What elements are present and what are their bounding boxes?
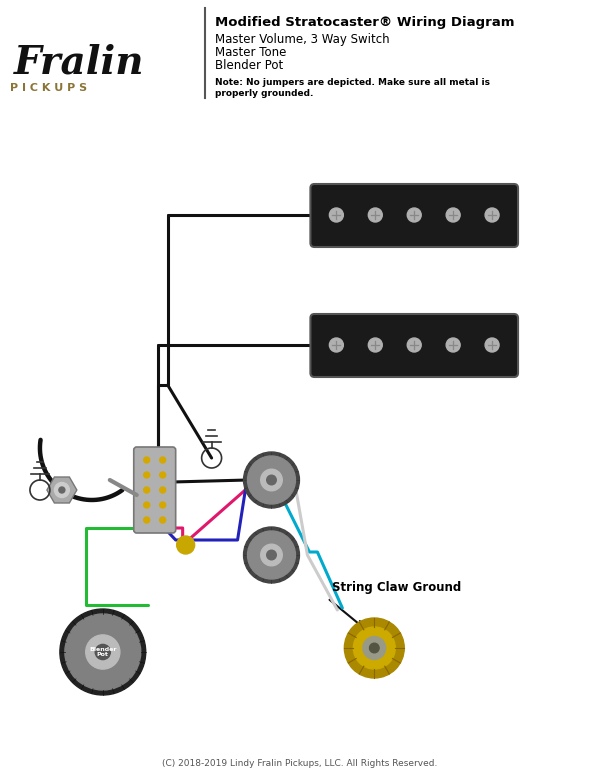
Text: String Claw Ground: String Claw Ground bbox=[332, 581, 461, 594]
Circle shape bbox=[144, 487, 150, 493]
Circle shape bbox=[65, 614, 141, 690]
Circle shape bbox=[248, 531, 295, 579]
Circle shape bbox=[368, 338, 382, 352]
Circle shape bbox=[353, 627, 395, 669]
Circle shape bbox=[60, 609, 146, 695]
Circle shape bbox=[266, 550, 276, 559]
Text: P I C K U P S: P I C K U P S bbox=[10, 83, 87, 93]
FancyBboxPatch shape bbox=[134, 447, 176, 533]
Circle shape bbox=[261, 544, 282, 566]
Circle shape bbox=[370, 643, 379, 653]
Circle shape bbox=[363, 636, 386, 660]
Circle shape bbox=[95, 644, 110, 660]
Circle shape bbox=[248, 456, 295, 504]
Text: properly grounded.: properly grounded. bbox=[215, 89, 313, 98]
Text: Blender Pot: Blender Pot bbox=[215, 59, 283, 72]
Circle shape bbox=[446, 208, 460, 222]
Circle shape bbox=[160, 502, 166, 508]
Circle shape bbox=[144, 517, 150, 523]
Circle shape bbox=[144, 457, 150, 463]
Circle shape bbox=[407, 338, 421, 352]
Circle shape bbox=[176, 536, 194, 554]
Circle shape bbox=[368, 208, 382, 222]
Circle shape bbox=[329, 208, 343, 222]
Circle shape bbox=[344, 618, 404, 678]
Circle shape bbox=[160, 517, 166, 523]
Text: Modified Stratocaster® Wiring Diagram: Modified Stratocaster® Wiring Diagram bbox=[215, 16, 514, 29]
Circle shape bbox=[160, 472, 166, 478]
Circle shape bbox=[485, 338, 499, 352]
Text: Note: No jumpers are depicted. Make sure all metal is: Note: No jumpers are depicted. Make sure… bbox=[215, 78, 490, 87]
Circle shape bbox=[160, 487, 166, 493]
Text: Fralin: Fralin bbox=[14, 43, 145, 81]
FancyBboxPatch shape bbox=[310, 184, 518, 247]
Text: Blender
Pot: Blender Pot bbox=[89, 646, 116, 657]
Circle shape bbox=[244, 452, 299, 508]
Circle shape bbox=[144, 472, 150, 478]
Circle shape bbox=[266, 475, 276, 485]
Text: (C) 2018-2019 Lindy Fralin Pickups, LLC. All Rights Reserved.: (C) 2018-2019 Lindy Fralin Pickups, LLC.… bbox=[162, 758, 437, 767]
Circle shape bbox=[407, 208, 421, 222]
Circle shape bbox=[261, 469, 282, 490]
Text: Master Volume, 3 Way Switch: Master Volume, 3 Way Switch bbox=[215, 33, 389, 46]
Circle shape bbox=[485, 208, 499, 222]
Text: Master Tone: Master Tone bbox=[215, 46, 286, 59]
Circle shape bbox=[86, 635, 120, 669]
Circle shape bbox=[55, 483, 70, 497]
Circle shape bbox=[329, 338, 343, 352]
Circle shape bbox=[59, 487, 65, 493]
Circle shape bbox=[244, 527, 299, 583]
Circle shape bbox=[144, 502, 150, 508]
Circle shape bbox=[160, 457, 166, 463]
Circle shape bbox=[446, 338, 460, 352]
Polygon shape bbox=[47, 477, 77, 503]
FancyBboxPatch shape bbox=[310, 314, 518, 377]
